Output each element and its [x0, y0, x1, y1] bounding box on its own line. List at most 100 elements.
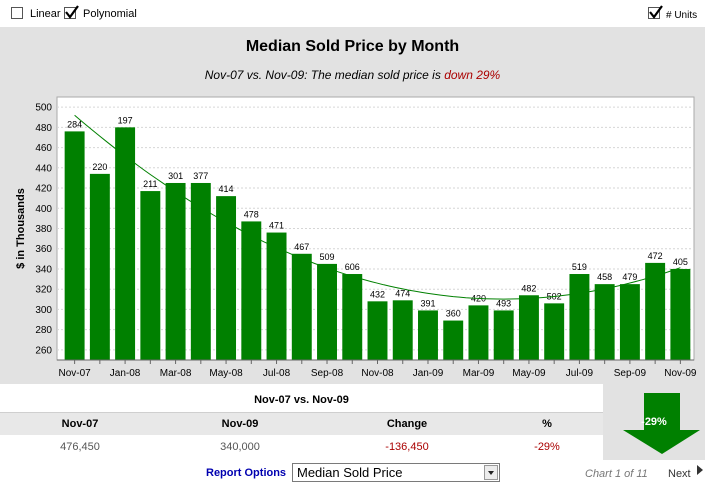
report-select[interactable]: Median Sold Price [292, 463, 500, 482]
header-end: Nov-09 [221, 418, 259, 430]
bar-unit-label: 519 [572, 262, 587, 272]
y-tick-label: 440 [35, 163, 52, 174]
bar-unit-label: 391 [420, 298, 435, 308]
bar [266, 232, 287, 360]
bar [241, 221, 262, 360]
bar-unit-label: 474 [395, 288, 410, 298]
chart-title: Median Sold Price by Month [245, 38, 460, 55]
y-tick-label: 480 [35, 123, 52, 134]
bar-unit-label: 211 [143, 179, 157, 189]
bar [670, 268, 691, 360]
report-select-value: Median Sold Price [297, 465, 403, 480]
bar-unit-label: 284 [67, 119, 82, 129]
bar-unit-label: 414 [219, 184, 234, 194]
bar-unit-label: 606 [345, 262, 360, 272]
comparison-header-row: Nov-07 Nov-09 Change % [0, 413, 603, 435]
chevron-down-icon[interactable] [484, 465, 498, 480]
x-tick-label: Jan-09 [413, 368, 444, 379]
comparison-table: Nov-07 vs. Nov-09 Nov-07 Nov-09 Change %… [0, 384, 603, 460]
bar [367, 301, 388, 360]
bar-chart: 260 280 300 320 340 360 380 400 420 440 460 480 500 $… [15, 96, 697, 379]
chart-panel: 260 280 300 320 340 360 380 400 420 440 460 480 500 $… [0, 27, 705, 384]
bar-unit-label: 509 [320, 252, 335, 262]
bar [544, 303, 565, 360]
bar-unit-label: 467 [294, 242, 309, 252]
x-tick-label: May-08 [209, 368, 243, 379]
x-tick-label: Jan-08 [110, 368, 141, 379]
bar [468, 305, 489, 360]
polynomial-label: Polynomial [83, 8, 137, 20]
y-tick-label: 320 [35, 285, 52, 296]
y-tick-label: 280 [35, 325, 52, 336]
bar [645, 262, 666, 360]
y-tick-label: 420 [35, 184, 52, 195]
report-options-link[interactable]: Report Options [206, 467, 287, 479]
subtitle-prefix: Nov-07 vs. Nov-09: The median sold price… [204, 68, 445, 82]
y-tick-label: 380 [35, 224, 52, 235]
bar-unit-label: 197 [118, 115, 133, 125]
bar [594, 284, 615, 360]
bar [165, 182, 186, 360]
bar-unit-label: 432 [370, 289, 385, 299]
y-tick-label: 360 [35, 244, 52, 255]
bar [392, 300, 413, 360]
bar [518, 295, 539, 360]
bar-unit-label: 377 [193, 171, 208, 181]
chart-subtitle: Nov-07 vs. Nov-09: The median sold price… [0, 68, 705, 82]
bar [317, 263, 337, 360]
bar-unit-label: 471 [269, 221, 284, 231]
bar [89, 173, 110, 360]
down-arrow-icon [623, 393, 700, 454]
next-arrow-icon[interactable] [697, 465, 704, 476]
linear-checkbox[interactable] [11, 7, 23, 19]
bar [291, 253, 312, 360]
footer-bar: Report Options Median Sold Price Chart 1… [0, 460, 705, 484]
x-tick-label: Nov-07 [58, 368, 91, 379]
value-percent: -29% [534, 441, 560, 453]
change-indicator-label: -29% [641, 416, 667, 428]
bar-unit-label: 478 [244, 209, 259, 219]
x-tick-label: Jul-08 [263, 368, 291, 379]
comparison-title: Nov-07 vs. Nov-09 [254, 394, 349, 406]
y-tick-label: 340 [35, 264, 52, 275]
bar [115, 127, 136, 360]
x-tick-label: Nov-08 [361, 368, 394, 379]
units-checkbox[interactable] [648, 5, 663, 19]
x-tick-label: Sep-08 [311, 368, 344, 379]
chart-counter: Chart 1 of 11 [585, 468, 648, 480]
x-tick-label: Jul-09 [566, 368, 594, 379]
y-tick-label: 500 [35, 103, 52, 114]
bar-unit-label: 472 [648, 251, 663, 261]
y-tick-label: 260 [35, 345, 52, 356]
subtitle-highlight: down 29% [444, 68, 501, 82]
bar [216, 196, 237, 360]
bar-unit-label: 458 [597, 272, 612, 282]
x-tick-label: Mar-09 [463, 368, 495, 379]
bar-unit-label: 479 [622, 272, 637, 282]
bar [64, 131, 85, 360]
header-percent: % [542, 418, 552, 430]
bar [140, 191, 161, 360]
header-change: Change [386, 418, 428, 430]
polynomial-trendline [74, 114, 681, 300]
x-tick-label: Mar-08 [160, 368, 192, 379]
y-tick-label: 460 [35, 143, 52, 154]
header-start: Nov-07 [61, 418, 99, 430]
linear-label: Linear [30, 8, 61, 20]
bar [190, 182, 211, 360]
bar-unit-label: 301 [168, 171, 183, 181]
units-label: # Units [666, 10, 698, 21]
bar-unit-label: 360 [446, 309, 461, 319]
x-tick-label: May-09 [512, 368, 546, 379]
bar [342, 274, 363, 360]
value-change: -136,450 [385, 441, 429, 453]
bar [443, 320, 464, 360]
divider [0, 412, 603, 413]
value-start: 476,450 [60, 441, 100, 453]
value-end: 340,000 [220, 441, 260, 453]
x-tick-label: Sep-09 [614, 368, 647, 379]
bar-unit-label: 493 [496, 298, 511, 308]
bar [619, 284, 640, 360]
next-link[interactable]: Next [668, 468, 691, 480]
polynomial-checkbox[interactable] [64, 5, 79, 19]
